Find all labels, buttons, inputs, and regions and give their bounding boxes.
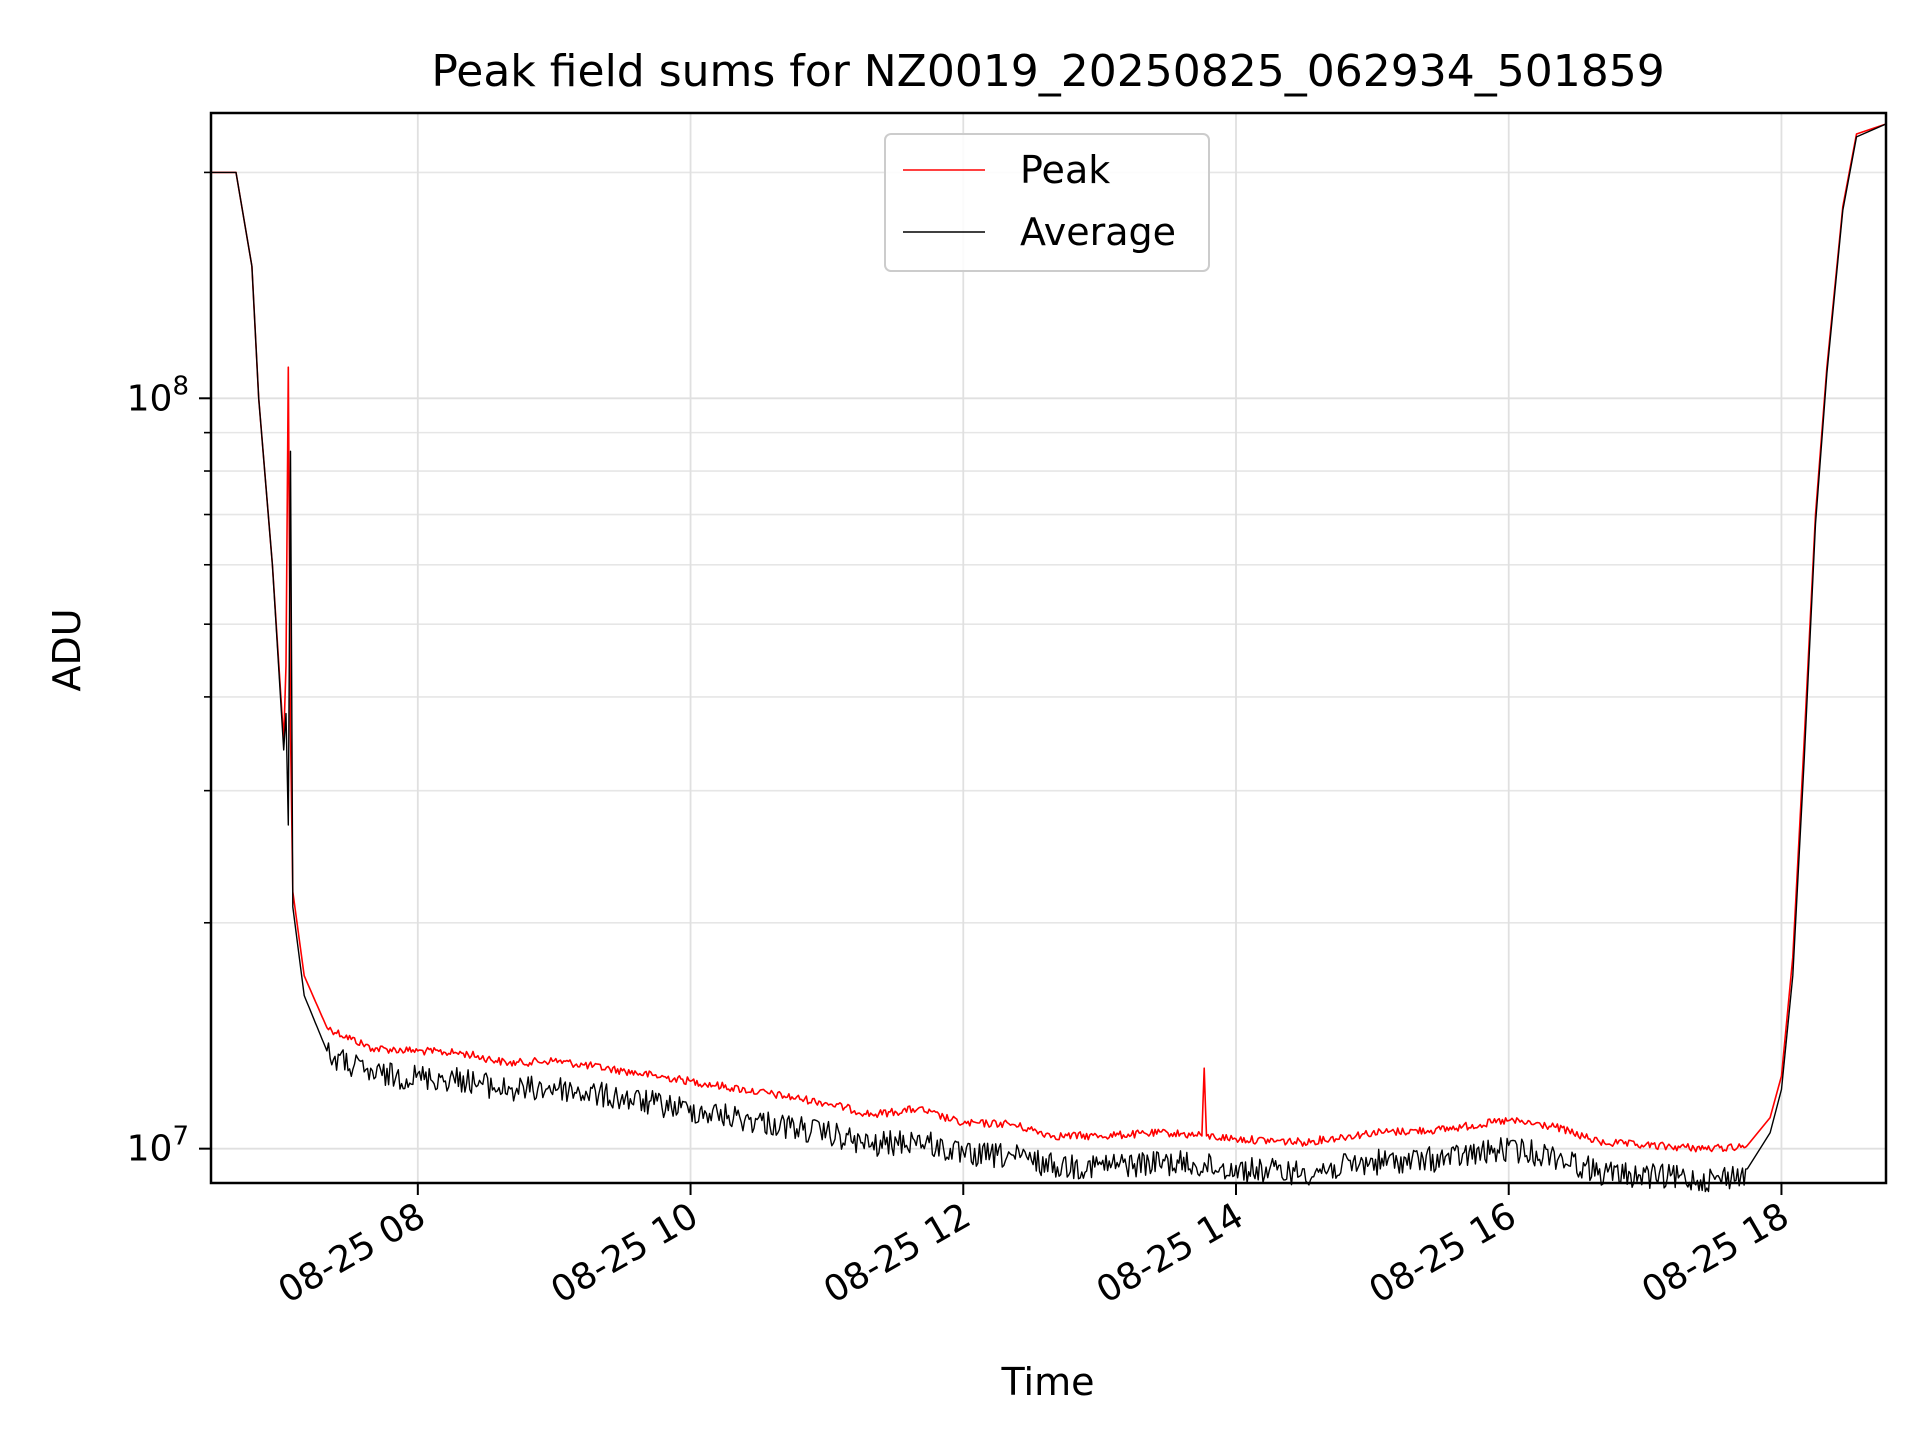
series-line-average [211,123,1887,1193]
legend: Peak Average [884,133,1210,272]
axis-ticks: 107 108 08-25 08 08-25 10 08-25 12 08-25 14 08… [127,171,1796,1312]
legend-label-average: Average [1020,210,1176,254]
grid-lines [211,113,1886,1183]
x-tick-label: 08-25 10 [544,1195,705,1311]
y-tick-label: 108 [127,371,189,419]
series-line-peak [211,123,1887,1153]
legend-box [884,133,1210,272]
legend-label-peak: Peak [1020,148,1110,192]
x-tick-label: 08-25 08 [272,1195,433,1311]
plot-frame [209,111,1888,1185]
series-lines [211,123,1887,1193]
x-axis-label: Time [1001,1360,1095,1404]
y-tick-label: 107 [127,1122,189,1170]
x-tick-label: 08-25 12 [817,1195,978,1311]
x-tick-label: 08-25 16 [1363,1195,1524,1311]
x-tick-label: 08-25 14 [1090,1195,1251,1311]
chart-title: Peak field sums for NZ0019_20250825_0629… [431,46,1664,97]
x-tick-label: 08-25 18 [1635,1195,1796,1311]
y-axis-label: ADU [45,608,89,691]
